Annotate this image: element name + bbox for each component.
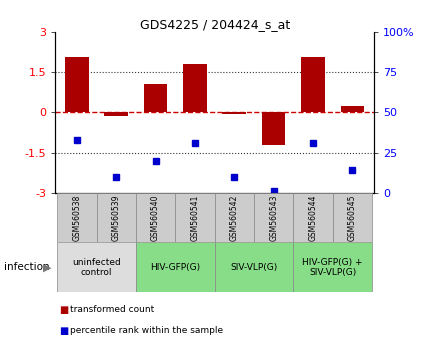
Text: ▶: ▶ [42,262,51,272]
Bar [262,113,286,144]
Bar [215,242,293,292]
Bar [57,193,96,242]
Bar [96,193,136,242]
Text: GSM560545: GSM560545 [348,194,357,241]
Text: GSM560539: GSM560539 [112,194,121,241]
Bar [215,193,254,242]
Text: ■: ■ [60,326,69,336]
Bar [293,193,333,242]
Text: GSM560538: GSM560538 [72,194,82,241]
Bar [223,113,246,114]
Bar [340,107,364,113]
Text: GSM560541: GSM560541 [190,194,199,241]
Text: GSM560543: GSM560543 [269,194,278,241]
Text: GSM560542: GSM560542 [230,194,239,241]
Text: GSM560544: GSM560544 [309,194,317,241]
Bar [183,64,207,113]
Text: HIV-GFP(G) +
SIV-VLP(G): HIV-GFP(G) + SIV-VLP(G) [303,258,363,277]
Text: percentile rank within the sample: percentile rank within the sample [70,326,223,336]
Text: uninfected
control: uninfected control [72,258,121,277]
Text: ■: ■ [60,305,69,315]
Bar [254,193,293,242]
Bar [136,242,215,292]
Bar [293,242,372,292]
Text: HIV-GFP(G): HIV-GFP(G) [150,263,200,272]
Bar [175,193,215,242]
Bar [65,57,89,113]
Bar [144,84,167,113]
Title: GDS4225 / 204424_s_at: GDS4225 / 204424_s_at [139,18,290,31]
Bar [301,57,325,113]
Bar [105,113,128,116]
Text: transformed count: transformed count [70,305,154,314]
Bar [136,193,175,242]
Text: infection: infection [4,262,50,272]
Bar [57,242,136,292]
Text: GSM560540: GSM560540 [151,194,160,241]
Bar [333,193,372,242]
Text: SIV-VLP(G): SIV-VLP(G) [230,263,278,272]
